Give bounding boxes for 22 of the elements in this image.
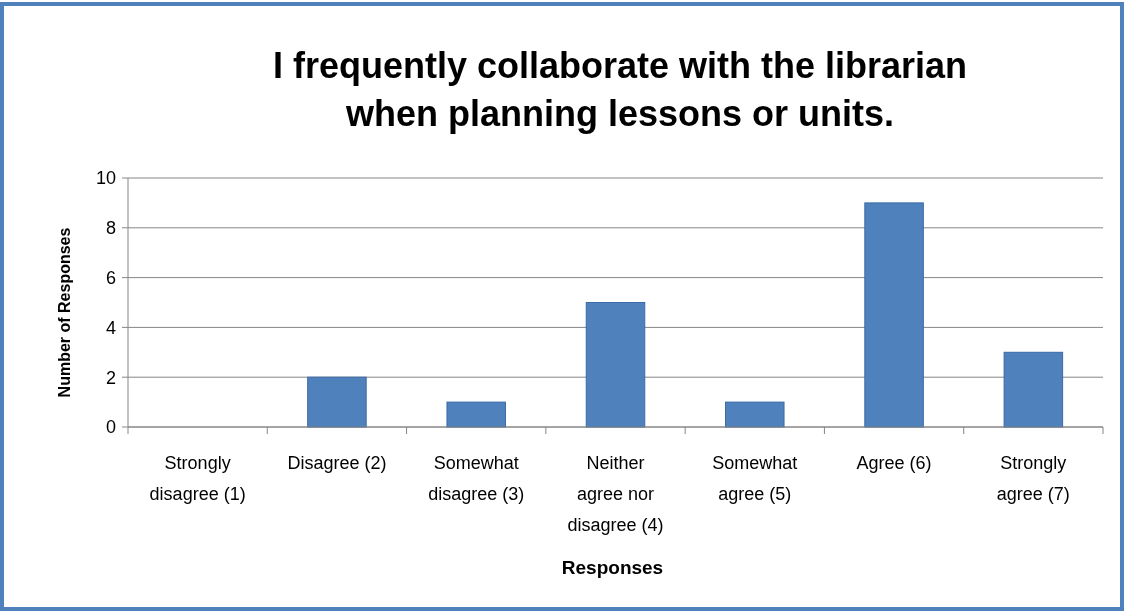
x-tick-label: Disagree (2)	[287, 453, 387, 473]
x-tick-label: Somewhat agree (5)	[712, 453, 798, 504]
y-tick-label: 0	[105, 417, 116, 438]
y-tick-label: 4	[105, 317, 116, 338]
y-tick-label: 8	[105, 218, 116, 239]
bar	[1003, 351, 1064, 428]
bar	[725, 401, 785, 428]
bar	[585, 302, 646, 428]
x-tick-label: Neither agree nor disagree (4)	[567, 453, 664, 535]
y-tick-label: 10	[95, 168, 116, 189]
x-tick-label: Strongly agree (7)	[996, 453, 1070, 504]
x-axis-title: Responses	[561, 557, 664, 578]
x-tick-label: Somewhat disagree (3)	[428, 453, 525, 504]
y-axis-title: Number of Responses	[56, 227, 73, 398]
x-tick-label: Strongly disagree (1)	[149, 453, 246, 504]
x-tick-label: Agree (6)	[856, 453, 932, 473]
bar	[864, 202, 924, 428]
bar	[446, 401, 506, 428]
y-tick-label: 2	[105, 367, 116, 388]
bar	[307, 376, 367, 428]
y-tick-label: 6	[105, 267, 116, 288]
chart-title: I frequently collaborate with the librarian when planning lessons or units.	[272, 45, 968, 134]
